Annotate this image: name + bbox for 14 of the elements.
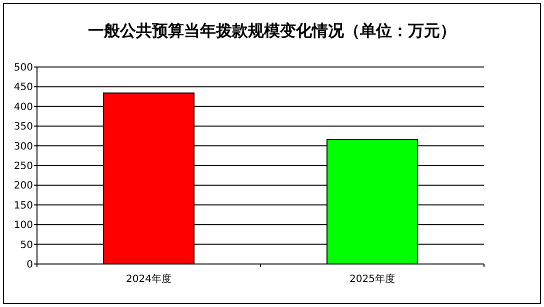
y-tick-label: 400	[14, 102, 33, 113]
x-tick-label: 2025年度	[350, 273, 395, 285]
y-tick-label: 150	[14, 200, 33, 212]
y-tick-label: 250	[14, 161, 33, 172]
chart-title: 一般公共预算当年拨款规模变化情况（单位：万元）	[88, 21, 456, 40]
y-tick-label: 500	[14, 62, 33, 74]
y-tick-label: 0	[26, 260, 33, 270]
y-tick-label: 450	[14, 82, 33, 94]
y-tick-label: 200	[14, 180, 33, 192]
y-tick-label: 50	[20, 240, 33, 251]
x-tick-label: 2024年度	[126, 273, 172, 285]
y-tick-label: 350	[14, 122, 33, 133]
y-tick-label: 300	[14, 141, 33, 152]
y-tick-label: 100	[14, 220, 33, 232]
